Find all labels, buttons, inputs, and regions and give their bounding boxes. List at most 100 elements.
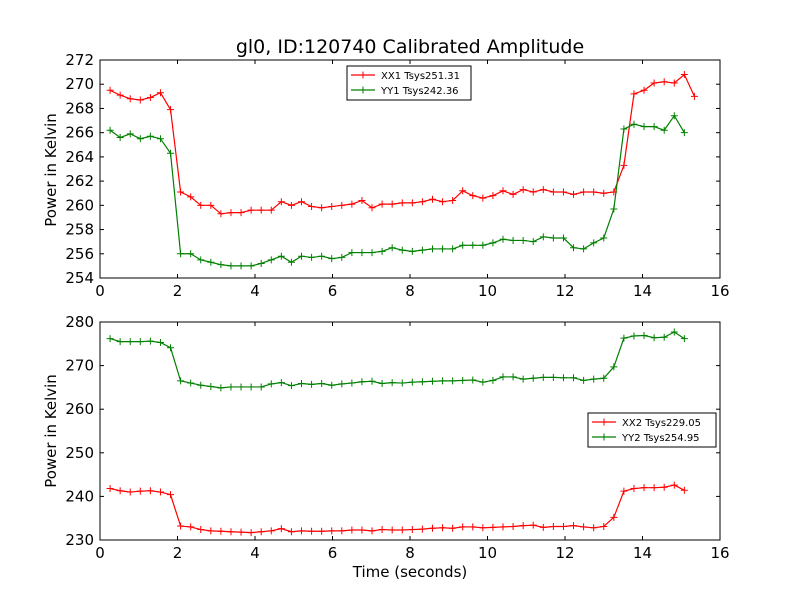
data-point-1-1-26 (368, 377, 376, 385)
data-point-0-0-44 (549, 188, 557, 196)
data-point-1-0-40 (509, 522, 517, 530)
data-point-0-0-52 (630, 90, 638, 98)
data-point-1-0-24 (348, 526, 356, 534)
data-point-0-1-41 (519, 236, 527, 244)
data-point-1-0-5 (156, 488, 164, 496)
y-tick-label-0-4: 262 (65, 172, 94, 190)
data-point-1-0-26 (368, 527, 376, 535)
data-point-1-0-23 (338, 527, 346, 535)
x-tick-label-1-0: 0 (95, 544, 105, 562)
data-point-1-1-41 (519, 375, 527, 383)
data-point-0-1-42 (529, 238, 537, 246)
data-point-1-1-39 (499, 373, 507, 381)
data-point-0-0-17 (277, 198, 285, 206)
data-point-0-1-0 (106, 126, 114, 134)
data-point-1-1-46 (570, 374, 578, 382)
plot-area-top: 0 2 4 6 8 10 12 14 16 254 256 258 260 262 264 266 268 270… (65, 51, 729, 300)
data-point-1-0-38 (489, 523, 497, 531)
data-point-1-1-6 (167, 344, 175, 352)
data-point-0-1-50 (610, 205, 618, 213)
data-point-1-0-30 (408, 526, 416, 534)
data-point-1-0-45 (559, 522, 567, 530)
series-0-1 (106, 112, 688, 270)
data-point-0-1-32 (428, 245, 436, 253)
data-point-1-1-33 (439, 377, 447, 385)
data-point-1-1-45 (559, 374, 567, 382)
data-point-0-1-3 (136, 135, 144, 143)
data-point-1-0-9 (197, 526, 205, 534)
legend-label-0-1: YY1 Tsys242.36 (380, 86, 459, 97)
data-point-0-1-6 (167, 149, 175, 157)
data-point-0-0-30 (408, 199, 416, 207)
data-point-0-1-14 (247, 262, 255, 270)
data-point-0-0-12 (227, 209, 235, 217)
y-tick-label-0-1: 256 (65, 245, 94, 263)
data-point-0-0-48 (590, 188, 598, 196)
y-tick-label-1-2: 250 (65, 444, 94, 462)
data-point-0-0-37 (479, 194, 487, 202)
data-point-0-1-33 (439, 245, 447, 253)
series-line-0-1 (109, 114, 685, 267)
data-point-1-1-37 (479, 378, 487, 386)
data-point-0-1-27 (378, 247, 386, 255)
y-tick-label-1-4: 270 (65, 357, 94, 375)
legend-box-0 (346, 65, 472, 101)
data-point-1-1-31 (418, 378, 426, 386)
data-point-1-0-22 (328, 527, 336, 535)
y-tick-label-0-6: 266 (65, 124, 94, 142)
legend-box-1 (587, 412, 717, 448)
data-point-1-1-27 (378, 379, 386, 387)
data-point-0-1-38 (489, 239, 497, 247)
data-point-0-1-17 (277, 252, 285, 260)
data-point-1-0-25 (358, 526, 366, 534)
legend-label-0-0: XX1 Tsys251.31 (381, 71, 460, 82)
series-0-0 (106, 71, 698, 218)
data-point-0-1-48 (590, 239, 598, 247)
data-point-0-1-15 (257, 259, 265, 267)
data-point-1-0-14 (247, 529, 255, 537)
data-point-0-0-21 (318, 204, 326, 212)
data-point-1-0-46 (570, 522, 578, 530)
data-point-0-1-44 (549, 234, 557, 242)
data-point-0-0-57 (680, 71, 688, 79)
data-point-1-1-44 (549, 373, 557, 381)
data-point-1-0-17 (277, 525, 285, 533)
y-tick-label-0-5: 264 (65, 148, 94, 166)
data-point-1-0-18 (287, 528, 295, 536)
data-point-1-0-55 (660, 483, 668, 491)
data-point-0-1-2 (126, 130, 134, 138)
x-tick-label-1-4: 8 (405, 544, 415, 562)
x-tick-label-0-4: 8 (405, 282, 415, 300)
data-point-1-1-2 (126, 338, 134, 346)
data-point-1-1-56 (670, 328, 678, 336)
data-point-1-1-12 (227, 383, 235, 391)
x-tick-label-1-8: 16 (710, 544, 729, 562)
data-point-0-1-23 (338, 253, 346, 261)
data-point-0-0-13 (237, 209, 245, 217)
data-point-1-0-4 (146, 487, 154, 495)
data-point-0-0-35 (459, 187, 467, 195)
x-tick-label-0-8: 16 (710, 282, 729, 300)
data-point-1-0-12 (227, 528, 235, 536)
data-point-0-0-47 (580, 188, 588, 196)
data-point-1-0-31 (418, 525, 426, 533)
data-point-0-0-55 (660, 78, 668, 86)
x-tick-label-0-0: 0 (95, 282, 105, 300)
data-point-1-1-7 (177, 377, 185, 385)
y-tick-label-1-5: 280 (65, 313, 94, 331)
data-point-1-0-43 (539, 523, 547, 531)
data-point-0-1-54 (650, 123, 658, 131)
data-point-0-0-43 (539, 186, 547, 194)
data-point-0-0-29 (398, 199, 406, 207)
y-tick-label-0-2: 258 (65, 221, 94, 239)
data-point-1-0-3 (136, 487, 144, 495)
data-point-0-0-46 (570, 190, 578, 198)
data-point-1-1-25 (358, 378, 366, 386)
data-point-0-0-7 (177, 188, 185, 196)
data-point-1-0-15 (257, 528, 265, 536)
legend-label-1-0: XX2 Tsys229.05 (622, 418, 701, 429)
x-tick-label-1-6: 12 (555, 544, 574, 562)
data-point-1-1-13 (237, 383, 245, 391)
data-point-0-1-39 (499, 235, 507, 243)
data-point-0-1-34 (449, 245, 457, 253)
